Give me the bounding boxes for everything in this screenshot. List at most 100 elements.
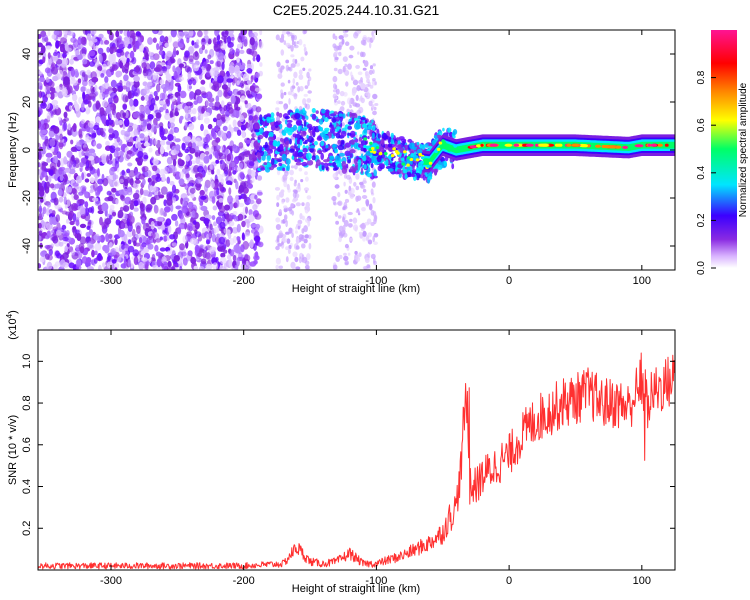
top-y-ticks: -40 -20 0 20 40 bbox=[21, 48, 675, 254]
signal-blob bbox=[337, 139, 342, 145]
noise-blob bbox=[358, 252, 362, 258]
noise-blob bbox=[133, 80, 140, 89]
noise-blob bbox=[295, 226, 298, 230]
noise-blob bbox=[94, 250, 98, 256]
noise-blob bbox=[372, 235, 376, 243]
noise-blob bbox=[53, 183, 61, 189]
noise-blob bbox=[175, 50, 179, 56]
noise-blob bbox=[303, 238, 308, 244]
noise-blob bbox=[240, 95, 246, 103]
noise-blob bbox=[280, 82, 285, 87]
noise-blob bbox=[337, 68, 343, 75]
signal-blob bbox=[353, 136, 356, 140]
noise-blob bbox=[216, 118, 223, 127]
signal-blob bbox=[366, 122, 373, 126]
noise-blob bbox=[179, 243, 185, 251]
noise-blob bbox=[276, 202, 280, 208]
noise-blob bbox=[52, 236, 59, 244]
signal-blob bbox=[421, 144, 426, 150]
x-tick-label: -200 bbox=[233, 275, 255, 287]
noise-blob bbox=[159, 92, 166, 101]
noise-blob bbox=[219, 145, 224, 152]
noise-blob bbox=[304, 171, 308, 176]
noise-blob bbox=[119, 178, 124, 184]
noise-blob bbox=[198, 266, 205, 270]
noise-blob bbox=[307, 234, 312, 240]
noise-blob bbox=[108, 31, 114, 41]
noise-blob bbox=[111, 265, 115, 270]
signal-blob bbox=[353, 117, 359, 121]
colorbar: 0.0 0.2 0.4 0.6 0.8 Normalized spectral ampl… bbox=[696, 30, 749, 275]
noise-blob bbox=[374, 214, 377, 221]
noise-blob bbox=[364, 221, 370, 226]
x-tick-label: 100 bbox=[633, 275, 651, 287]
noise-blob bbox=[132, 249, 139, 257]
signal-blob bbox=[394, 140, 398, 148]
noise-blob bbox=[119, 109, 125, 119]
signal-blob bbox=[276, 141, 280, 147]
signal-blob bbox=[306, 134, 309, 139]
noise-blob bbox=[151, 180, 155, 187]
noise-blob bbox=[278, 232, 284, 237]
noise-blob bbox=[281, 242, 285, 249]
signal-blob bbox=[349, 149, 356, 154]
noise-blob bbox=[359, 150, 365, 155]
noise-blob bbox=[342, 56, 348, 62]
noise-blob bbox=[276, 194, 280, 201]
noise-blob bbox=[99, 54, 103, 64]
signal-blob bbox=[274, 153, 277, 158]
noise-blob bbox=[217, 52, 225, 60]
noise-blob bbox=[92, 235, 100, 241]
noise-blob bbox=[295, 245, 300, 250]
noise-blob bbox=[155, 251, 162, 257]
noise-blob bbox=[216, 187, 220, 196]
noise-blob bbox=[285, 31, 291, 35]
noise-blob bbox=[240, 244, 245, 253]
noise-blob bbox=[182, 199, 187, 208]
noise-blob bbox=[160, 186, 168, 195]
noise-blob bbox=[177, 152, 183, 158]
noise-blob bbox=[179, 171, 185, 179]
noise-blob bbox=[142, 189, 150, 197]
noise-blob bbox=[224, 204, 230, 211]
noise-blob bbox=[298, 39, 303, 46]
noise-blob bbox=[343, 255, 349, 262]
noise-blob bbox=[238, 142, 244, 149]
noise-blob bbox=[71, 250, 76, 256]
noise-blob bbox=[245, 174, 252, 180]
noise-blob bbox=[45, 77, 50, 83]
signal-blob bbox=[433, 168, 438, 176]
noise-blob bbox=[362, 67, 367, 71]
noise-blob bbox=[275, 34, 280, 41]
noise-blob bbox=[344, 262, 349, 266]
noise-blob bbox=[193, 64, 199, 72]
noise-blob bbox=[89, 92, 96, 99]
noise-blob bbox=[304, 260, 310, 266]
noise-blob bbox=[56, 229, 62, 236]
noise-blob bbox=[77, 78, 82, 83]
noise-blob bbox=[283, 207, 288, 213]
noise-blob bbox=[159, 127, 166, 136]
signal-hotspot bbox=[447, 148, 452, 152]
signal-hotspot bbox=[438, 141, 443, 145]
noise-blob bbox=[79, 236, 87, 245]
noise-blob bbox=[342, 232, 348, 238]
noise-blob bbox=[303, 187, 310, 192]
bottom-x-ticks: -300 -200 -100 0 100 bbox=[100, 330, 651, 587]
noise-blob bbox=[221, 160, 225, 170]
noise-blob bbox=[228, 65, 235, 74]
noise-blob bbox=[216, 75, 224, 84]
noise-blob bbox=[367, 232, 373, 238]
noise-blob bbox=[85, 136, 92, 143]
signal-blob bbox=[412, 163, 415, 171]
noise-blob bbox=[145, 107, 151, 115]
signal-blob bbox=[304, 139, 308, 145]
noise-blob bbox=[169, 110, 174, 118]
noise-blob bbox=[361, 40, 367, 45]
noise-blob bbox=[76, 175, 83, 184]
signal-blob bbox=[266, 113, 272, 117]
noise-blob bbox=[41, 170, 48, 178]
noise-blob bbox=[233, 66, 241, 74]
noise-blob bbox=[46, 261, 53, 270]
noise-blob bbox=[59, 133, 63, 141]
